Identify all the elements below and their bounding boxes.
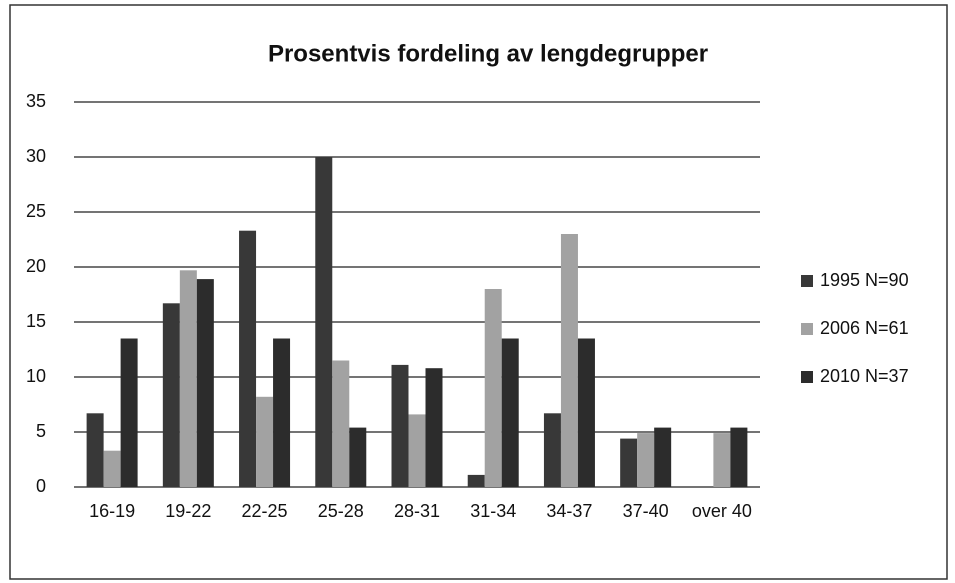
y-tick-label: 35 — [26, 91, 46, 111]
y-tick-label: 30 — [26, 146, 46, 166]
x-tick-label: over 40 — [691, 501, 752, 521]
bar — [637, 433, 655, 487]
y-tick-label: 20 — [26, 256, 46, 276]
chart-frame — [9, 4, 948, 580]
bar — [620, 438, 638, 487]
legend-label: 2010 N=37 — [820, 366, 909, 386]
bar — [543, 413, 561, 487]
x-tick-label: 22-25 — [241, 501, 288, 521]
bar — [332, 360, 350, 487]
legend-label: 1995 N=90 — [820, 270, 909, 290]
bar — [103, 450, 121, 487]
legend-label: 2006 N=61 — [820, 318, 909, 338]
bar — [273, 338, 291, 487]
y-tick-label: 25 — [26, 201, 46, 221]
chart-title: Prosentvis fordeling av lengdegrupper — [268, 40, 708, 67]
bar — [120, 338, 138, 487]
x-tick-label: 16-19 — [89, 501, 136, 521]
bar — [654, 427, 672, 487]
legend-swatch — [801, 323, 813, 335]
bar — [484, 289, 502, 487]
bar — [713, 433, 731, 487]
y-tick-label: 5 — [36, 421, 46, 441]
x-tick-label: 31-34 — [470, 501, 517, 521]
bar — [349, 427, 367, 487]
bar — [239, 230, 257, 487]
bar — [179, 270, 197, 487]
x-tick-label: 25-28 — [317, 501, 364, 521]
bar — [408, 414, 426, 487]
bar — [162, 303, 180, 487]
bar — [425, 368, 443, 487]
bar — [467, 474, 485, 487]
bar — [730, 427, 748, 487]
x-tick-label: 19-22 — [165, 501, 212, 521]
bar — [315, 157, 333, 487]
bar — [256, 396, 274, 487]
x-tick-label: 34-37 — [546, 501, 593, 521]
bar — [86, 413, 104, 487]
y-tick-label: 10 — [26, 366, 46, 386]
bar — [577, 338, 595, 487]
bar — [196, 279, 214, 487]
legend-swatch — [801, 275, 813, 287]
x-tick-label: 37-40 — [622, 501, 669, 521]
y-tick-label: 0 — [36, 476, 46, 496]
x-tick-label: 28-31 — [393, 501, 441, 521]
bar — [391, 364, 409, 487]
bar — [501, 338, 519, 487]
legend-swatch — [801, 371, 813, 383]
y-tick-label: 15 — [26, 311, 46, 331]
bar — [560, 234, 578, 487]
